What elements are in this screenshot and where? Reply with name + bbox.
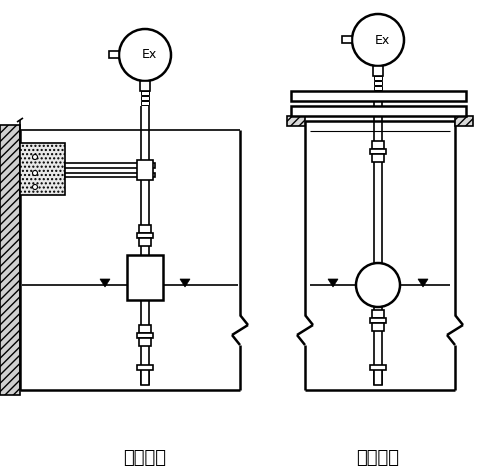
Bar — [372, 154, 384, 162]
Bar — [139, 325, 151, 333]
Bar — [370, 318, 386, 323]
Circle shape — [32, 154, 38, 160]
Text: 法兰固定: 法兰固定 — [356, 449, 400, 467]
Circle shape — [119, 29, 171, 81]
Bar — [0, 125, 20, 395]
Bar — [65, 173, 155, 177]
Bar — [141, 367, 149, 385]
Bar — [370, 365, 386, 370]
Polygon shape — [328, 279, 338, 287]
Polygon shape — [100, 279, 110, 287]
Bar — [141, 101, 149, 105]
Circle shape — [352, 14, 404, 66]
Bar — [65, 163, 155, 168]
Bar — [109, 51, 119, 58]
Bar — [374, 86, 382, 90]
Bar — [455, 116, 473, 126]
Bar — [374, 76, 382, 80]
Bar — [137, 233, 153, 238]
Circle shape — [32, 171, 38, 175]
Bar — [372, 310, 384, 318]
Bar — [374, 367, 382, 385]
Circle shape — [32, 184, 38, 190]
Bar — [373, 66, 383, 76]
Polygon shape — [180, 279, 190, 287]
Text: 架装固定: 架装固定 — [124, 449, 166, 467]
Bar — [137, 365, 153, 370]
Bar — [287, 116, 305, 126]
Text: Ex: Ex — [142, 48, 156, 61]
Bar — [141, 96, 149, 100]
Bar — [140, 81, 150, 91]
Bar — [127, 255, 163, 300]
Bar — [372, 323, 384, 331]
Polygon shape — [418, 279, 428, 287]
Bar — [291, 91, 466, 101]
Bar — [342, 36, 352, 43]
Bar — [137, 160, 153, 180]
Bar — [137, 333, 153, 338]
Bar — [291, 106, 466, 116]
Bar — [141, 91, 149, 95]
Bar — [372, 141, 384, 149]
Bar — [20, 143, 65, 195]
Bar — [139, 338, 151, 346]
Text: Ex: Ex — [374, 34, 390, 47]
Bar — [139, 225, 151, 233]
Circle shape — [356, 263, 400, 307]
Bar — [374, 81, 382, 85]
Bar — [370, 149, 386, 154]
Bar — [139, 238, 151, 246]
